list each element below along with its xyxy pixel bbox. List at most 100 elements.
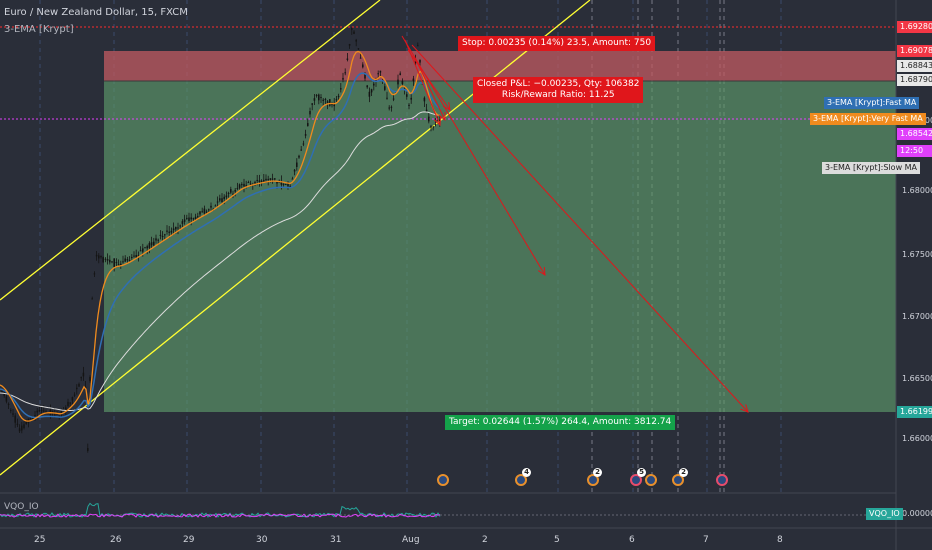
candle-body	[271, 178, 274, 180]
candle-body	[190, 217, 192, 220]
candle-body	[232, 193, 234, 195]
candle-body	[216, 201, 219, 203]
candle-body	[14, 415, 16, 423]
candle-body	[38, 409, 41, 412]
date-label-7: 7	[703, 535, 709, 545]
candle-body	[1, 390, 3, 393]
candle-body	[18, 428, 21, 432]
candle-body	[164, 234, 166, 236]
candle-body	[249, 183, 252, 185]
candle-body	[205, 211, 208, 213]
candle-body	[230, 189, 232, 193]
candle-body	[329, 99, 331, 106]
candle-body	[67, 401, 69, 406]
candle-body	[122, 261, 124, 263]
candle-body	[399, 73, 401, 76]
event-flag-icon[interactable]	[630, 474, 642, 486]
event-flag-icon[interactable]	[672, 474, 684, 486]
candle-body	[51, 410, 54, 413]
candle-body	[3, 392, 5, 396]
candle-body	[243, 183, 245, 187]
candle-body	[423, 97, 426, 102]
date-label-2: 2	[482, 535, 488, 545]
candle-body	[82, 372, 85, 377]
date-label-5: 5	[554, 535, 560, 545]
candle-body	[236, 187, 239, 189]
candle-body	[335, 99, 338, 101]
projection-arrowhead	[438, 111, 446, 122]
sub-indicator-label[interactable]: VQO_IO	[4, 502, 39, 512]
candle-body	[188, 217, 190, 221]
sub-value-label: 0.00000	[902, 509, 932, 518]
candle-body	[379, 70, 382, 73]
candle-body	[40, 409, 43, 412]
indicator-label[interactable]: 3-EMA [Krypt]	[4, 24, 74, 35]
price-tick-4: 1.67000	[902, 312, 932, 321]
candle-body	[227, 192, 230, 194]
candle-body	[87, 448, 89, 451]
candle-body	[89, 377, 91, 381]
candle-body	[181, 221, 184, 224]
candle-body	[179, 225, 181, 227]
candle-body	[172, 228, 175, 231]
candle-body	[128, 260, 131, 262]
candle-body	[296, 162, 298, 167]
candle-body	[344, 72, 346, 74]
candle-body	[322, 99, 324, 101]
candle-body	[54, 413, 56, 415]
candle-body	[351, 28, 353, 30]
fast-ma-line	[0, 72, 441, 419]
candle-body	[373, 83, 375, 86]
candle-body	[417, 45, 419, 47]
candle-body	[93, 273, 96, 275]
candle-body	[254, 181, 256, 184]
price-tick-5: 1.66500	[902, 374, 932, 383]
candle-body	[153, 241, 155, 246]
candle-body	[10, 410, 12, 412]
event-flag-icon[interactable]	[515, 474, 527, 486]
candle-body	[245, 185, 247, 187]
candle-body	[197, 216, 199, 218]
candle-body	[406, 94, 408, 97]
candle-body	[258, 180, 261, 182]
candle-body	[410, 97, 412, 100]
symbol-title[interactable]: Euro / New Zealand Dollar, 15, FXCM	[4, 7, 188, 18]
candle-body	[157, 239, 159, 241]
candle-body	[388, 107, 390, 109]
candle-body	[408, 104, 410, 106]
price-tag-high: 1.69280	[897, 21, 932, 33]
event-flag-icon[interactable]	[437, 474, 449, 486]
date-label-29: 29	[183, 535, 195, 545]
candle-body	[397, 79, 399, 85]
stop-annotation-text: Stop: 0.00235 (0.14%) 23.5, Amount: 750	[462, 38, 652, 48]
event-flag-icon[interactable]	[716, 474, 728, 486]
candle-body	[434, 123, 437, 125]
candle-body	[47, 413, 49, 415]
event-count-badge: 2	[679, 468, 688, 477]
candle-body	[5, 396, 8, 402]
candle-body	[355, 39, 357, 42]
candle-body	[364, 74, 366, 79]
candle-body	[320, 97, 322, 99]
candle-body	[247, 182, 250, 184]
candle-body	[428, 116, 430, 122]
candle-body	[124, 258, 126, 262]
date-label-6: 6	[629, 535, 635, 545]
stop-zone	[104, 51, 896, 81]
candle-body	[100, 255, 102, 258]
candle-body	[377, 73, 379, 75]
event-flag-icon[interactable]	[645, 474, 657, 486]
candle-body	[263, 179, 265, 182]
date-label-26: 26	[110, 535, 122, 545]
candle-body	[260, 180, 263, 183]
candle-body	[256, 179, 258, 181]
candle-body	[353, 31, 355, 34]
candle-body	[265, 178, 267, 181]
candle-body	[384, 86, 386, 90]
candle-body	[425, 109, 428, 112]
candle-body	[285, 183, 287, 185]
candle-body	[78, 383, 80, 387]
candle-body	[210, 205, 212, 208]
